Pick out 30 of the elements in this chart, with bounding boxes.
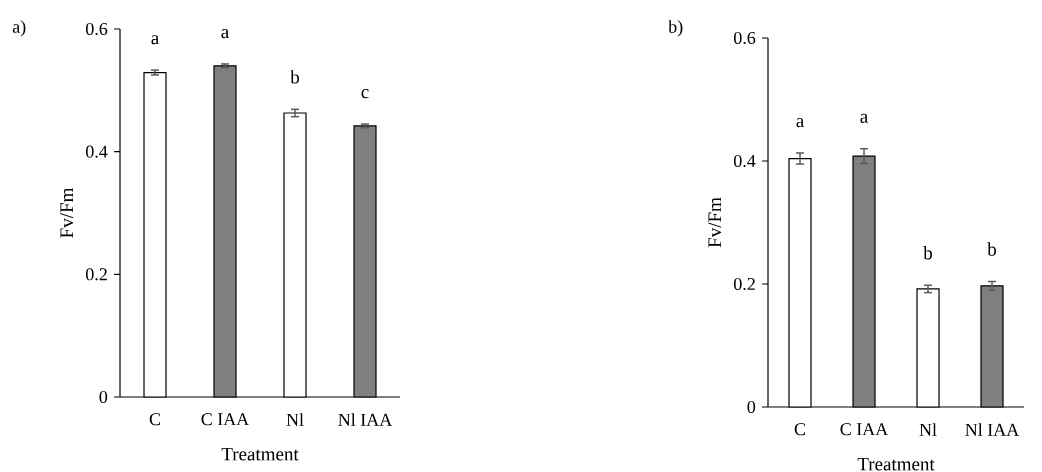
y-tick-label: 0.2 [734, 277, 755, 291]
annotation: a [860, 113, 868, 123]
x-axis-title: Treatment [221, 447, 299, 461]
y-tick-label: 0.2 [86, 268, 107, 281]
x-tick-label: Nl [919, 423, 937, 436]
y-axis-title: Fv/Fm [60, 187, 74, 238]
annotation: c [361, 89, 369, 99]
chart-title: a) [12, 20, 26, 37]
y-tick-label: 0 [99, 390, 108, 404]
y-tick-label: 0.4 [734, 154, 756, 168]
annotation: a [221, 29, 229, 39]
y-axis-title: Fv/Fm [708, 197, 722, 248]
annotation: b [987, 242, 997, 256]
chart-title: b) [668, 20, 683, 37]
annotation: b [923, 246, 933, 260]
y-tick-label: 0.6 [86, 22, 108, 36]
annotation: a [151, 35, 159, 45]
x-tick-label: C IAA [840, 423, 889, 436]
y-tick-label: 0.6 [734, 31, 756, 45]
x-tick-label: Nl IAA [338, 413, 393, 426]
x-tick-label: C IAA [201, 413, 250, 426]
x-tick-label: C [149, 413, 161, 426]
y-tick-label: 0.4 [86, 145, 108, 158]
annotation: a [796, 118, 804, 128]
y-tick-label: 0 [747, 400, 756, 414]
x-tick-label: C [794, 423, 806, 436]
x-axis-title: Treatment [857, 457, 935, 471]
x-tick-label: Nl IAA [965, 423, 1020, 436]
x-tick-label: Nl [286, 413, 304, 426]
annotation: b [290, 70, 300, 84]
